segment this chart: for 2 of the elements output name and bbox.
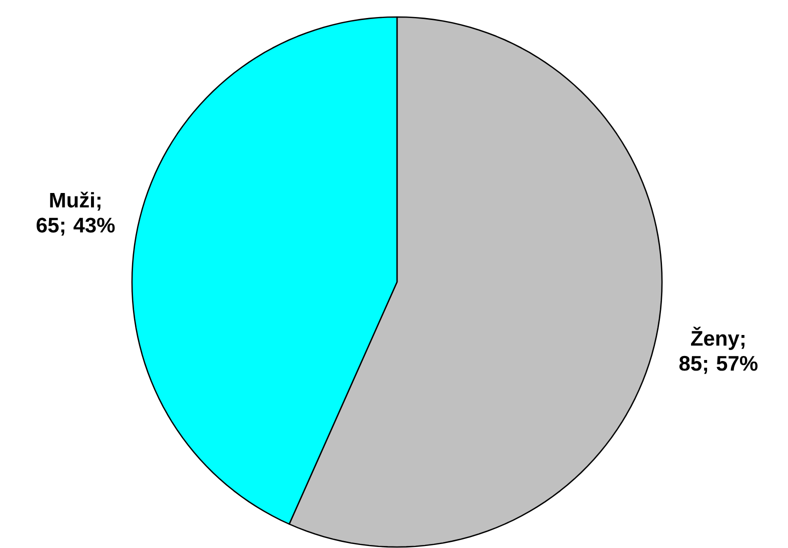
slice-label: Muži — [50, 192, 94, 208]
slice-label: Ženy — [691, 326, 740, 350]
